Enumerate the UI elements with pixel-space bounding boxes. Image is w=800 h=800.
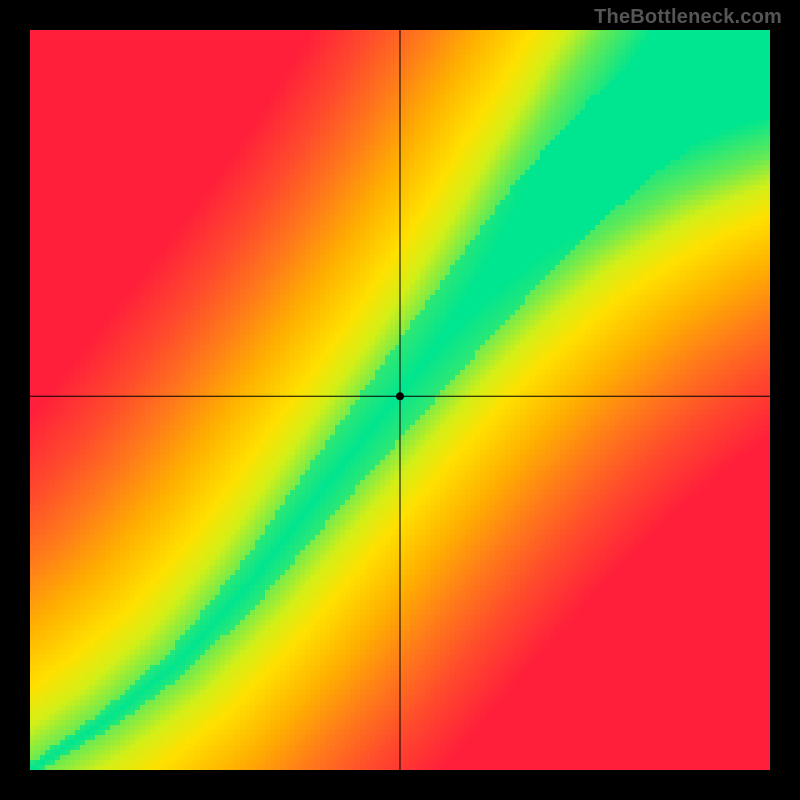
bottleneck-heatmap (30, 30, 770, 770)
attribution-label: TheBottleneck.com (594, 6, 782, 29)
chart-container: TheBottleneck.com (0, 0, 800, 800)
